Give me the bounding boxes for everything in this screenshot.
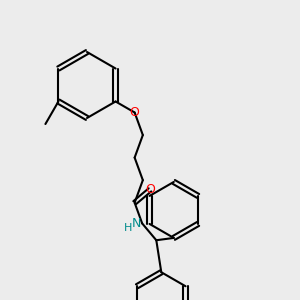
Text: O: O: [145, 183, 155, 196]
Text: N: N: [131, 217, 141, 230]
Text: O: O: [130, 106, 140, 119]
Text: H: H: [124, 224, 132, 233]
